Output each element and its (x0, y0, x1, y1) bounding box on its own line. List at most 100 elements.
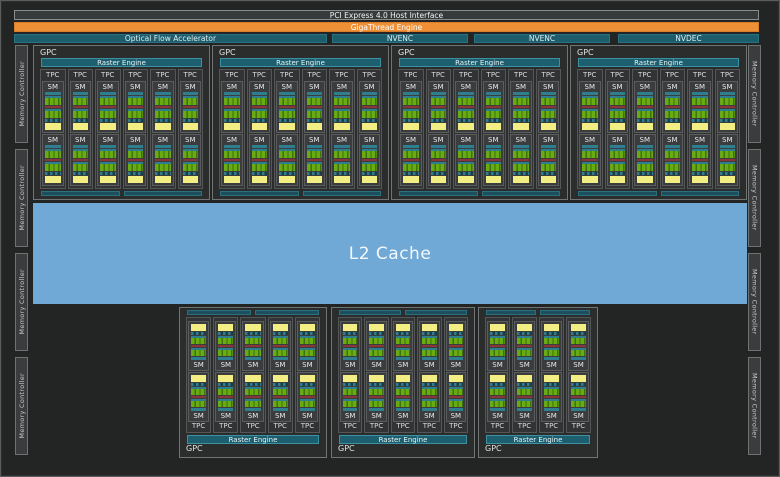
sm-core-block (334, 109, 350, 118)
sm-rt-core-block (334, 123, 350, 130)
sm-ldst-bar (245, 332, 261, 335)
sm-ldst-bar (544, 383, 559, 386)
sm-ldst-bar (540, 172, 556, 175)
sm-tensor-bar (369, 396, 384, 398)
sm-ldst-bar (369, 383, 384, 386)
sm-cache-bar (637, 145, 653, 148)
sm-core-block (637, 149, 653, 158)
sm-core-block (182, 96, 198, 105)
sm-block: SM (97, 134, 119, 186)
sm-label: SM (694, 83, 705, 91)
sm-cache-bar (485, 92, 501, 95)
sm-tensor-bar (571, 396, 586, 398)
sm-core-block (72, 162, 88, 171)
sm-tensor-bar (251, 106, 267, 108)
sm-ldst-bar (72, 172, 88, 175)
tpc-block: TPC SM SM (577, 69, 603, 189)
sm-rt-core-block (609, 176, 625, 183)
sm-core-block (422, 399, 437, 407)
nvdec-label: NVDEC (675, 34, 702, 43)
sm-label: SM (157, 83, 168, 91)
gigathread-engine-label: GigaThread Engine (350, 22, 423, 32)
tpc-block: TPC SM SM (67, 69, 93, 189)
sm-cache-bar (430, 145, 446, 148)
sm-cache-bar (306, 92, 322, 95)
sm-label: SM (519, 412, 530, 420)
sm-cache-bar (155, 145, 171, 148)
rop-row (41, 191, 202, 196)
sm-cache-bar (448, 408, 464, 411)
sm-label: SM (302, 361, 313, 369)
tpc-block: TPC SM SM (390, 317, 416, 433)
sm-label: SM (519, 361, 530, 369)
sm-core-block (361, 96, 377, 105)
sm-block: SM (606, 81, 628, 133)
sm-core-block (45, 109, 61, 118)
sm-ldst-bar (490, 332, 505, 335)
sm-tensor-bar (155, 159, 171, 161)
sm-label: SM (336, 83, 347, 91)
sm-block: SM (445, 321, 467, 371)
sm-core-block (127, 149, 143, 158)
sm-core-block (251, 162, 267, 171)
sm-core-block (191, 387, 207, 395)
sm-block: SM (568, 321, 589, 371)
sm-block: SM (400, 81, 422, 133)
sm-rt-core-block (100, 123, 116, 130)
sm-core-block (191, 348, 207, 356)
sm-block: SM (340, 372, 361, 422)
sm-label: SM (722, 136, 733, 144)
tpc-label: TPC (514, 71, 528, 79)
sm-core-block (395, 348, 411, 356)
sm-core-block (637, 109, 653, 118)
sm-core-block (343, 399, 358, 407)
sm-ldst-bar (343, 332, 358, 335)
sm-tensor-bar (544, 396, 559, 398)
tpc-label: TPC (431, 71, 445, 79)
sm-tensor-bar (485, 106, 501, 108)
sm-ldst-bar (582, 119, 598, 122)
sm-rt-core-block (403, 123, 419, 130)
sm-core-block (540, 162, 556, 171)
sm-core-block (369, 387, 384, 395)
sm-ldst-bar (637, 172, 653, 175)
sm-core-block (403, 149, 419, 158)
rop-bar (41, 191, 120, 196)
sm-core-block (45, 149, 61, 158)
sm-rt-core-block (430, 176, 446, 183)
rop-bar (302, 191, 381, 196)
tpc-label: TPC (225, 71, 239, 79)
sm-block: SM (537, 81, 559, 133)
sm-label: SM (722, 83, 733, 91)
sm-core-block (299, 348, 316, 356)
sm-label: SM (612, 136, 623, 144)
sm-core-block (155, 149, 171, 158)
raster-engine-bar: Raster Engine (399, 58, 560, 67)
sm-ldst-bar (191, 383, 207, 386)
sm-block: SM (455, 134, 477, 186)
sm-core-block (422, 387, 437, 395)
sm-cache-bar (458, 145, 474, 148)
sm-core-block (218, 336, 234, 344)
sm-tensor-bar (191, 396, 207, 398)
tpc-block: TPC SM SM (604, 69, 630, 189)
tpc-block: TPC SM SM (443, 317, 469, 433)
sm-core-block (582, 162, 598, 171)
sm-label: SM (515, 83, 526, 91)
sm-tensor-bar (692, 106, 708, 108)
sm-ldst-bar (72, 119, 88, 122)
sm-ldst-bar (45, 172, 61, 175)
sm-core-block (664, 96, 680, 105)
sm-core-block (719, 149, 735, 158)
sm-label: SM (75, 136, 86, 144)
sm-core-block (485, 162, 501, 171)
sm-core-block (395, 336, 411, 344)
sm-tensor-bar (637, 159, 653, 161)
sm-rt-core-block (544, 375, 559, 382)
sm-core-block (540, 109, 556, 118)
sm-tensor-bar (361, 159, 377, 161)
sm-block: SM (331, 134, 353, 186)
nvenc-label-1: NVENC (386, 34, 414, 43)
sm-tensor-bar (422, 396, 437, 398)
sm-rt-core-block (637, 123, 653, 130)
